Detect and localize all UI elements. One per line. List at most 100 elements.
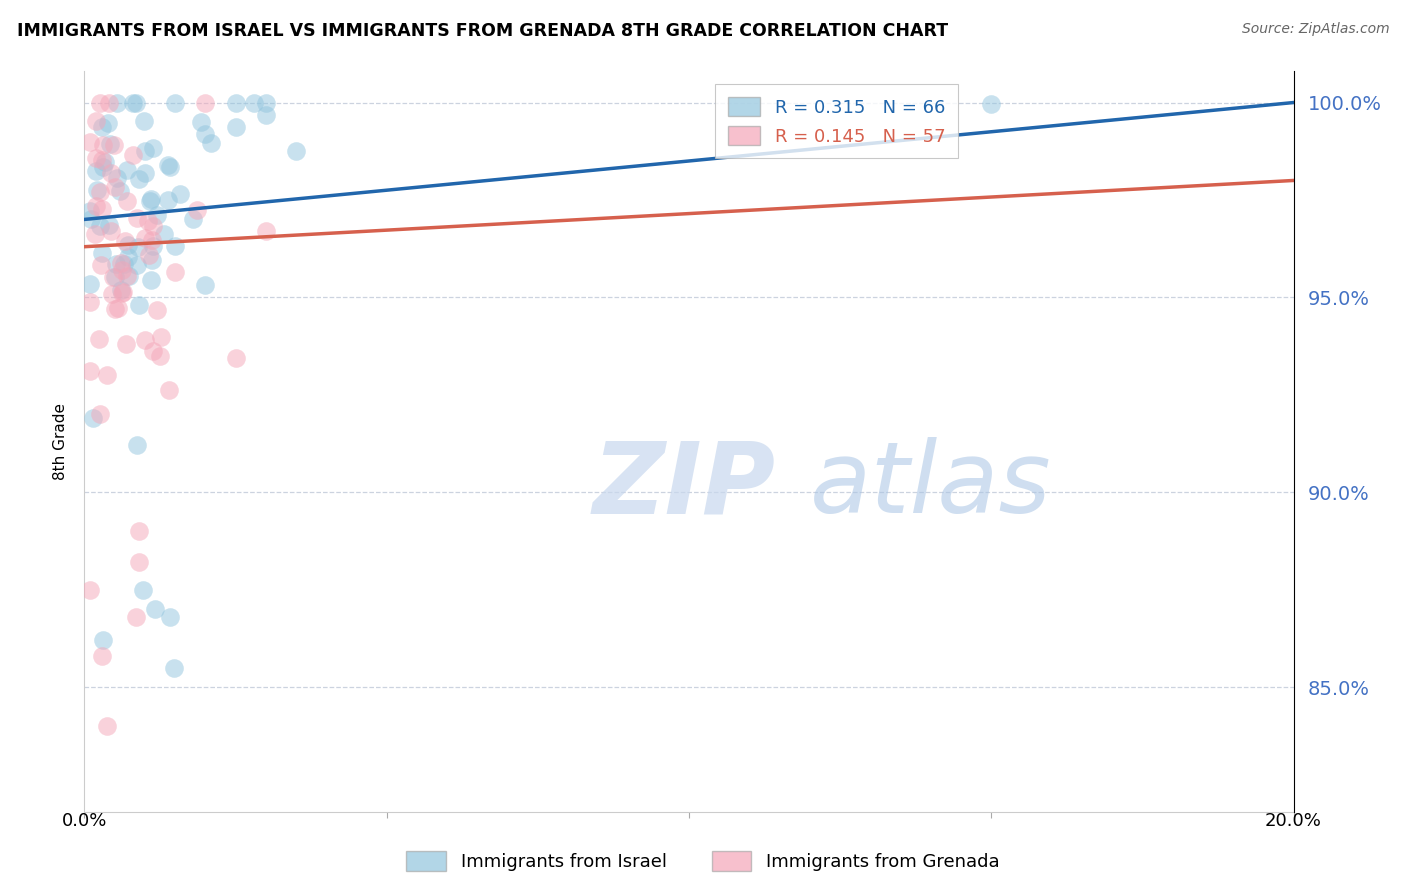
Point [107,301,129,316]
Point [96,368,118,383]
Point [117,250,139,264]
Point [225,95,247,110]
Point [139,193,162,207]
Point [111,286,134,301]
Point [149,349,172,363]
Text: atlas: atlas [810,437,1052,534]
Point [980,96,1002,111]
Point [111,285,134,300]
Point [100,224,122,238]
Legend: Immigrants from Israel, Immigrants from Grenada: Immigrants from Israel, Immigrants from … [399,844,1007,879]
Point [128,555,150,569]
Point [79,364,101,378]
Point [104,302,127,317]
Point [86,114,108,128]
Y-axis label: 8th Grade: 8th Grade [53,403,69,480]
Point [128,298,150,312]
Point [138,194,160,209]
Point [146,303,169,318]
Point [86,164,108,178]
Point [115,269,138,284]
Point [90,648,112,663]
Point [156,193,179,207]
Text: IMMIGRANTS FROM ISRAEL VS IMMIGRANTS FROM GRENADA 8TH GRADE CORRELATION CHART: IMMIGRANTS FROM ISRAEL VS IMMIGRANTS FRO… [17,22,948,40]
Point [105,171,128,186]
Point [254,108,277,122]
Point [159,610,181,624]
Point [134,145,156,159]
Point [254,223,277,237]
Point [89,219,111,234]
Point [97,218,120,232]
Point [243,95,266,110]
Point [100,165,122,179]
Point [125,211,148,225]
Point [194,95,217,110]
Point [79,582,101,597]
Point [169,186,191,201]
Point [141,233,163,247]
Point [138,248,160,262]
Point [96,116,118,130]
Point [153,227,176,241]
Point [200,136,222,151]
Point [89,186,111,200]
Point [84,199,107,213]
Point [104,179,127,194]
Point [111,263,134,277]
Point [165,95,187,110]
Legend: R = 0.315   N = 66, R = 0.145   N = 57: R = 0.315 N = 66, R = 0.145 N = 57 [716,84,957,158]
Point [194,277,217,292]
Point [89,95,111,110]
Point [96,719,118,733]
Point [139,272,162,286]
Point [146,209,169,223]
Point [225,351,247,366]
Point [89,332,111,346]
Point [127,438,149,452]
Point [190,115,212,129]
Point [104,257,127,271]
Point [128,171,150,186]
Point [86,184,108,198]
Point [91,246,114,260]
Text: 0.0%: 0.0% [62,812,107,830]
Point [157,157,180,171]
Point [84,227,107,241]
Point [115,163,138,178]
Point [93,160,115,174]
Point [89,407,111,421]
Point [127,258,149,272]
Point [79,295,101,310]
Point [121,148,143,162]
Point [105,95,128,110]
Point [82,411,104,425]
Point [79,204,101,219]
Point [125,95,148,110]
Point [127,240,149,254]
Point [91,120,114,134]
Point [80,212,103,227]
Point [108,184,131,198]
Point [98,136,121,151]
Point [159,160,181,174]
Point [186,203,208,218]
Point [141,252,163,267]
Point [100,287,122,301]
Point [125,610,148,624]
Point [94,154,117,169]
Point [142,343,165,358]
Point [181,211,204,226]
Point [79,135,101,149]
Point [143,602,166,616]
Point [142,219,165,233]
Point [79,277,101,291]
Point [115,194,138,208]
Point [142,239,165,253]
Point [115,337,138,351]
Point [103,137,125,152]
Point [97,95,120,110]
Point [110,283,132,297]
Point [90,258,112,272]
Point [134,230,156,244]
